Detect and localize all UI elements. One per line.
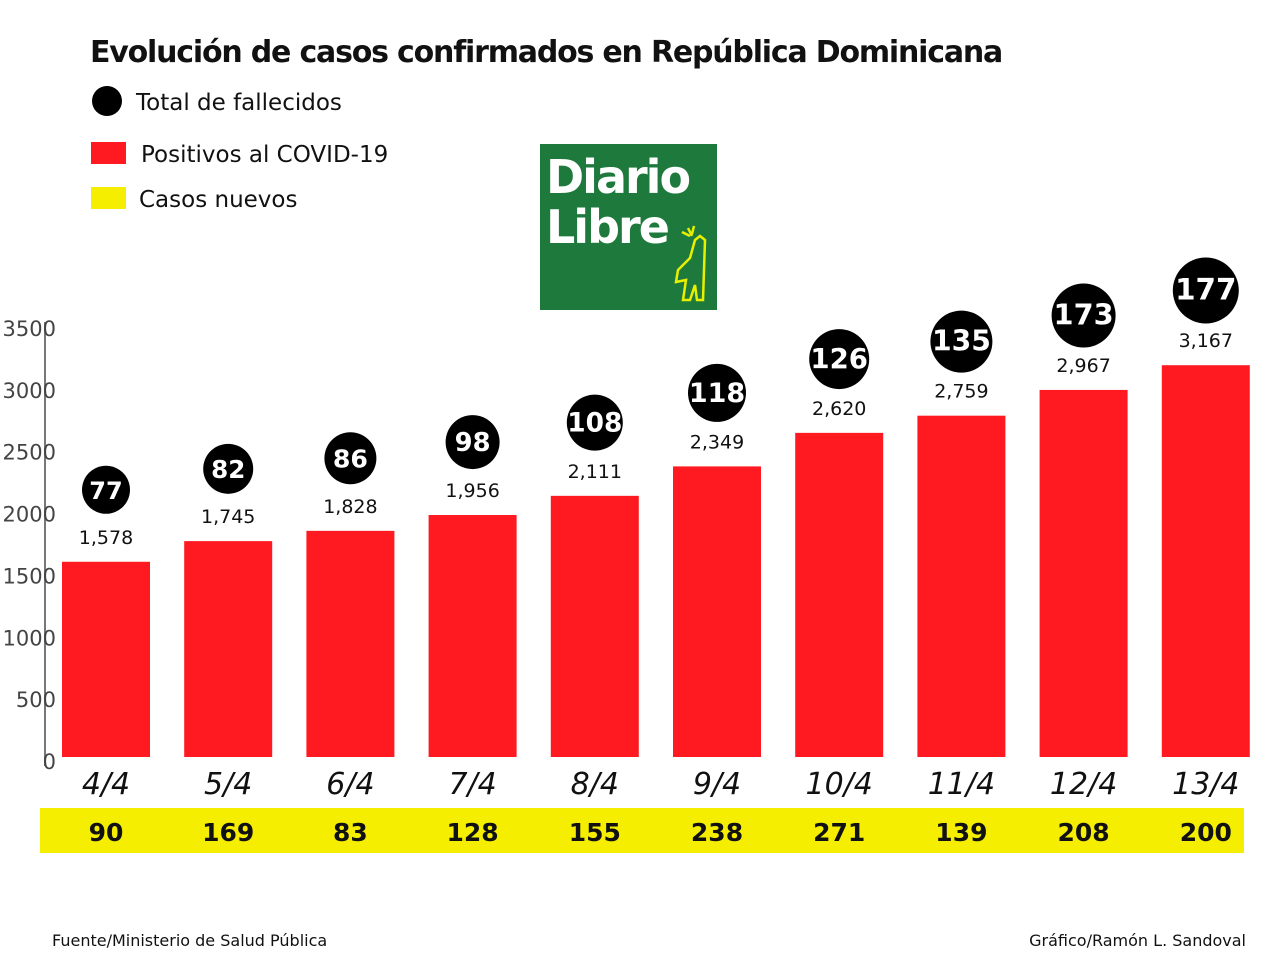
x-tick-label: 13/4	[1172, 767, 1239, 802]
legend-label-fallecidos: Total de fallecidos	[135, 90, 342, 116]
x-tick-label: 9/4	[693, 767, 741, 802]
deaths-label: 77	[89, 477, 122, 505]
new-cases-label: 90	[89, 818, 124, 847]
legend-label-positivos: Positivos al COVID-19	[141, 142, 388, 168]
new-cases-label: 139	[935, 818, 987, 847]
deaths-marker	[1172, 257, 1239, 324]
deaths-label: 126	[810, 342, 868, 375]
source-note: Fuente/Ministerio de Salud Pública	[52, 931, 327, 950]
x-tick-label: 4/4	[82, 767, 130, 802]
bar-positivos	[673, 466, 761, 757]
deaths-label: 173	[1054, 298, 1114, 332]
new-cases-label: 83	[333, 818, 368, 847]
deaths-marker	[1051, 283, 1116, 348]
bar-value-label: 2,349	[690, 431, 744, 453]
y-tick-label: 2000	[3, 503, 56, 527]
bar-positivos	[550, 495, 639, 757]
x-tick-label: 7/4	[448, 767, 496, 802]
new-cases-label: 155	[569, 818, 621, 847]
bar-positivos	[1039, 389, 1128, 757]
y-tick-label: 3500	[3, 317, 56, 341]
deaths-label: 177	[1175, 272, 1236, 306]
y-tick-label: 1000	[3, 626, 56, 650]
credit-note: Gráfico/Ramón L. Sandoval	[1029, 931, 1246, 950]
bar-value-label: 1,578	[79, 527, 133, 549]
deaths-marker	[445, 415, 500, 470]
new-cases-label: 208	[1058, 818, 1110, 847]
y-tick-label: 2500	[3, 441, 56, 465]
x-tick-label: 6/4	[326, 767, 374, 802]
x-tick-label: 10/4	[806, 767, 873, 802]
y-tick-label: 3000	[3, 379, 56, 403]
bar-positivos	[795, 432, 884, 757]
bar-positivos	[1161, 365, 1250, 757]
x-tick-label: 5/4	[204, 767, 252, 802]
new-cases-band	[40, 808, 1244, 853]
deaths-marker	[688, 363, 746, 422]
legend-swatch-fallecidos	[92, 86, 122, 116]
legend-swatch-nuevos	[91, 187, 126, 209]
bar-value-label: 2,759	[934, 381, 988, 403]
deaths-label: 98	[455, 428, 491, 458]
bar-positivos	[62, 561, 150, 757]
x-tick-label: 12/4	[1050, 767, 1117, 802]
bar-positivos	[184, 541, 273, 757]
y-tick-label: 500	[16, 688, 56, 712]
logo-figure-icon	[674, 225, 707, 302]
bar-value-label: 3,167	[1179, 330, 1233, 352]
bar-positivos	[917, 415, 1006, 757]
deaths-label: 135	[932, 325, 991, 358]
deaths-label: 108	[567, 408, 622, 439]
bar-value-label: 1,828	[323, 496, 377, 518]
new-cases-labels: 90 169 83 128 155 238 271 139 208 200	[89, 818, 1232, 847]
bar-positivos	[306, 530, 395, 757]
new-cases-label: 128	[447, 818, 499, 847]
logo-line2: Libre	[546, 200, 668, 254]
x-tick-label: 8/4	[571, 767, 619, 802]
bar-value-label: 2,111	[568, 461, 622, 483]
logo-background	[540, 144, 717, 310]
bar-positivos	[428, 515, 517, 757]
new-cases-label: 271	[813, 818, 865, 847]
bar-value-label: 2,967	[1056, 355, 1110, 377]
new-cases-label: 200	[1180, 818, 1232, 847]
deaths-marker	[82, 465, 130, 514]
new-cases-label: 238	[691, 818, 743, 847]
deaths-label: 82	[211, 455, 245, 484]
deaths-marker	[566, 394, 623, 451]
new-cases-label: 169	[202, 818, 254, 847]
bar-value-label: 1,956	[445, 480, 499, 502]
bar-value-label: 1,745	[201, 506, 255, 528]
legend-swatch-positivos	[91, 142, 126, 164]
deaths-label: 118	[689, 378, 745, 409]
deaths-marker	[809, 329, 870, 390]
y-tick-label: 0	[43, 750, 56, 774]
logo-line1: Diario	[546, 150, 689, 204]
legend-label-nuevos: Casos nuevos	[139, 187, 297, 213]
deaths-marker	[324, 432, 377, 485]
bars: 1,578 77 4/4 1,745 82 5/4 1,828 86 6/4 1,956 98 7/4…	[62, 257, 1250, 802]
bar-value-label: 2,620	[812, 398, 866, 420]
legend: Total de fallecidos Positivos al COVID-1…	[91, 86, 388, 213]
deaths-label: 86	[333, 444, 368, 473]
x-tick-label: 11/4	[928, 767, 995, 802]
y-tick-label: 1500	[3, 564, 56, 588]
deaths-marker	[930, 310, 993, 373]
diario-libre-logo: Diario Libre	[540, 144, 717, 310]
y-ticks: 0 500 1000 1500 2000 2500 3000 3500	[3, 317, 56, 774]
deaths-marker	[203, 443, 254, 494]
chart-title: Evolución de casos confirmados en Repúbl…	[90, 35, 1002, 70]
